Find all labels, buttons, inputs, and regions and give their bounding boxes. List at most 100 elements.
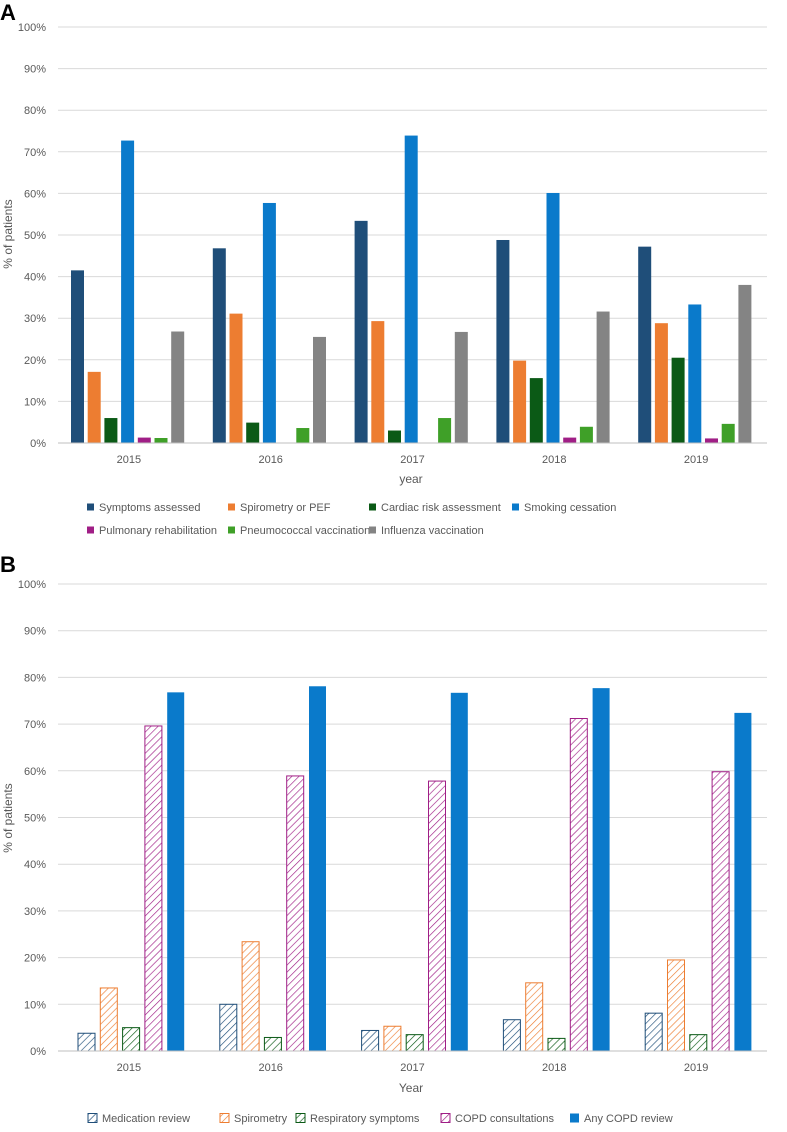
bar-cardiac-risk-assessment-2015	[104, 418, 118, 443]
panel-a-x-ticks: 2015 2016 2017 2018 2019	[117, 454, 709, 466]
legend-item-influenza-vaccination: Influenza vaccination	[369, 525, 484, 537]
y-tick-label: 80%	[24, 105, 46, 117]
legend-item-any-copd-review: Any COPD review	[570, 1113, 673, 1125]
legend-label: Smoking cessation	[524, 502, 616, 514]
x-tick-label: 2019	[684, 1062, 708, 1074]
bar-spirometry-or-pef-2015	[87, 371, 101, 443]
x-tick-label: 2015	[117, 454, 141, 466]
bar-symptoms-assessed-2017	[354, 220, 368, 443]
bar-spirometry-or-pef-2016	[229, 313, 243, 443]
bar-medication-review-2019	[644, 1012, 663, 1052]
legend-swatch	[228, 503, 235, 511]
y-tick-label: 40%	[24, 272, 46, 284]
legend-swatch	[512, 503, 519, 511]
legend-item-spirometry-or-pef: Spirometry or PEF	[228, 502, 331, 514]
legend-swatch	[219, 1113, 230, 1123]
legend-item-respiratory-symptoms: Respiratory symptoms	[295, 1113, 420, 1125]
bar-medication-review-2017	[361, 1029, 380, 1052]
x-tick-label: 2017	[400, 1062, 424, 1074]
legend-label: Influenza vaccination	[381, 525, 484, 537]
legend-item-pulmonary-rehabilitation: Pulmonary rehabilitation	[87, 525, 217, 537]
bar-respiratory-symptoms-2017	[405, 1034, 424, 1052]
legend-item-cardiac-risk-assessment: Cardiac risk assessment	[369, 502, 501, 514]
legend-item-symptoms-assessed: Symptoms assessed	[87, 502, 200, 514]
bar-smoking-cessation-2018	[546, 192, 560, 443]
bar-any-copd-review-2019	[734, 712, 752, 1051]
legend-label: Any COPD review	[584, 1113, 673, 1125]
panel-b-legend: Medication review Spirometry Respiratory s…	[87, 1113, 673, 1125]
bar-respiratory-symptoms-2016	[263, 1036, 282, 1052]
panel-a-label: A	[0, 0, 16, 25]
legend-item-smoking-cessation: Smoking cessation	[512, 502, 616, 514]
y-tick-label: 50%	[24, 230, 46, 242]
bar-influenza-vaccination-2015	[171, 331, 185, 443]
y-tick-label: 50%	[24, 813, 46, 825]
bar-medication-review-2016	[219, 1003, 238, 1052]
bar-copd-consultations-2019	[711, 771, 730, 1052]
y-tick-label: 100%	[18, 22, 46, 34]
panel-a-y-axis-title: % of patients	[1, 199, 15, 268]
panel-b-y-ticks: 0% 10% 20% 30% 40% 50% 60% 70% 80% 90% 100%	[18, 579, 46, 1058]
legend-swatch	[87, 1113, 98, 1123]
bar-spirometry-or-pef-2019	[654, 323, 668, 443]
bar-pulmonary-rehabilitation-2015	[137, 437, 151, 443]
x-tick-label: 2017	[400, 454, 424, 466]
bar-spirometry-2017	[383, 1025, 402, 1052]
bar-respiratory-symptoms-2015	[122, 1027, 141, 1052]
legend-label: Cardiac risk assessment	[381, 502, 501, 514]
legend-swatch	[570, 1113, 579, 1123]
bar-smoking-cessation-2019	[688, 304, 702, 443]
bar-spirometry-2018	[525, 982, 544, 1052]
bar-influenza-vaccination-2019	[738, 284, 752, 443]
bar-medication-review-2018	[502, 1019, 521, 1052]
bar-pneumococcal-vaccination-2018	[579, 426, 593, 443]
y-tick-label: 0%	[30, 1046, 46, 1058]
bar-symptoms-assessed-2019	[638, 246, 652, 443]
bar-spirometry-2019	[667, 959, 685, 1052]
x-tick-label: 2016	[258, 454, 282, 466]
panel-a-chart: A 0% 10% 20% 30% 40% 50% 60% 70% 80% 90% 100% 2015…	[0, 0, 767, 537]
legend-item-pneumococcal-vaccination: Pneumococcal vaccination	[228, 525, 370, 537]
panel-a-x-axis-title: year	[399, 472, 422, 486]
bar-copd-consultations-2018	[569, 717, 588, 1052]
legend-label: Symptoms assessed	[99, 502, 200, 514]
bar-any-copd-review-2018	[592, 688, 610, 1051]
bar-cardiac-risk-assessment-2018	[529, 378, 543, 443]
panel-b-bars	[77, 686, 752, 1052]
bar-symptoms-assessed-2016	[212, 248, 226, 443]
bar-spirometry-2016	[241, 941, 260, 1052]
bar-pneumococcal-vaccination-2019	[721, 423, 735, 443]
y-tick-label: 20%	[24, 953, 46, 965]
bar-cardiac-risk-assessment-2017	[388, 430, 401, 443]
bar-influenza-vaccination-2017	[454, 331, 468, 443]
panel-a-y-ticks: 0% 10% 20% 30% 40% 50% 60% 70% 80% 90% 100%	[18, 22, 46, 450]
legend-label: Pneumococcal vaccination	[240, 525, 370, 537]
bar-cardiac-risk-assessment-2016	[246, 422, 260, 443]
legend-item-spirometry: Spirometry	[219, 1113, 288, 1125]
bar-any-copd-review-2016	[309, 686, 326, 1051]
panel-b-y-axis-title: % of patients	[1, 783, 15, 852]
legend-label: Pulmonary rehabilitation	[99, 525, 217, 537]
legend-swatch	[440, 1113, 451, 1123]
bar-copd-consultations-2017	[428, 780, 446, 1052]
bar-copd-consultations-2015	[144, 725, 163, 1052]
bar-symptoms-assessed-2018	[496, 239, 510, 443]
legend-swatch	[87, 526, 94, 534]
bar-influenza-vaccination-2018	[596, 311, 610, 443]
bar-cardiac-risk-assessment-2019	[671, 357, 685, 443]
bar-influenza-vaccination-2016	[313, 336, 326, 443]
y-tick-label: 10%	[24, 396, 46, 408]
bar-pneumococcal-vaccination-2017	[438, 418, 452, 443]
bar-smoking-cessation-2015	[121, 140, 135, 443]
y-tick-label: 60%	[24, 188, 46, 200]
legend-label: Spirometry or PEF	[240, 502, 331, 514]
x-tick-label: 2015	[117, 1062, 141, 1074]
x-tick-label: 2018	[542, 454, 566, 466]
y-tick-label: 90%	[24, 626, 46, 638]
legend-swatch	[369, 503, 376, 511]
bar-pulmonary-rehabilitation-2018	[563, 437, 577, 443]
bar-pneumococcal-vaccination-2015	[154, 438, 168, 443]
bar-any-copd-review-2017	[450, 692, 468, 1051]
x-tick-label: 2018	[542, 1062, 566, 1074]
